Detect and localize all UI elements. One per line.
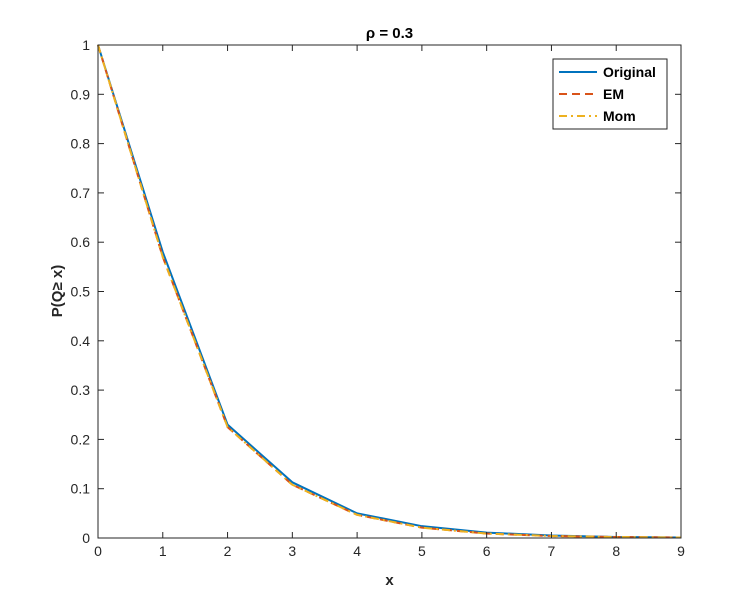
x-tick-label: 7 <box>548 543 556 559</box>
x-tick-label: 3 <box>288 543 296 559</box>
chart-title: ρ = 0.3 <box>366 25 413 42</box>
y-tick-label: 1 <box>82 37 90 53</box>
y-tick-label: 0.5 <box>71 284 91 300</box>
x-tick-label: 0 <box>94 543 102 559</box>
x-tick-label: 1 <box>159 543 167 559</box>
x-tick-label: 4 <box>353 543 361 559</box>
y-tick-label: 0.1 <box>71 481 91 497</box>
y-tick-label: 0.7 <box>71 185 91 201</box>
x-tick-label: 9 <box>677 543 685 559</box>
x-axis-label: x <box>385 572 394 589</box>
x-tick-label: 8 <box>612 543 620 559</box>
legend-label-em: EM <box>603 86 624 102</box>
series-line-original <box>97 44 682 539</box>
y-tick-label: 0.6 <box>71 234 91 250</box>
y-tick-label: 0 <box>82 530 90 546</box>
x-tick-label: 2 <box>224 543 232 559</box>
legend-label-mom: Mom <box>603 108 636 124</box>
series-line-mom <box>97 44 682 539</box>
y-axis-label: P(Q≥ x) <box>49 265 66 317</box>
y-tick-label: 0.2 <box>71 431 91 447</box>
y-tick-label: 0.9 <box>71 86 91 102</box>
x-tick-label: 6 <box>483 543 491 559</box>
y-tick-label: 0.8 <box>71 136 91 152</box>
y-tick-label: 0.4 <box>71 333 91 349</box>
y-tick-label: 0.3 <box>71 382 91 398</box>
legend-label-original: Original <box>603 64 656 80</box>
x-tick-label: 5 <box>418 543 426 559</box>
